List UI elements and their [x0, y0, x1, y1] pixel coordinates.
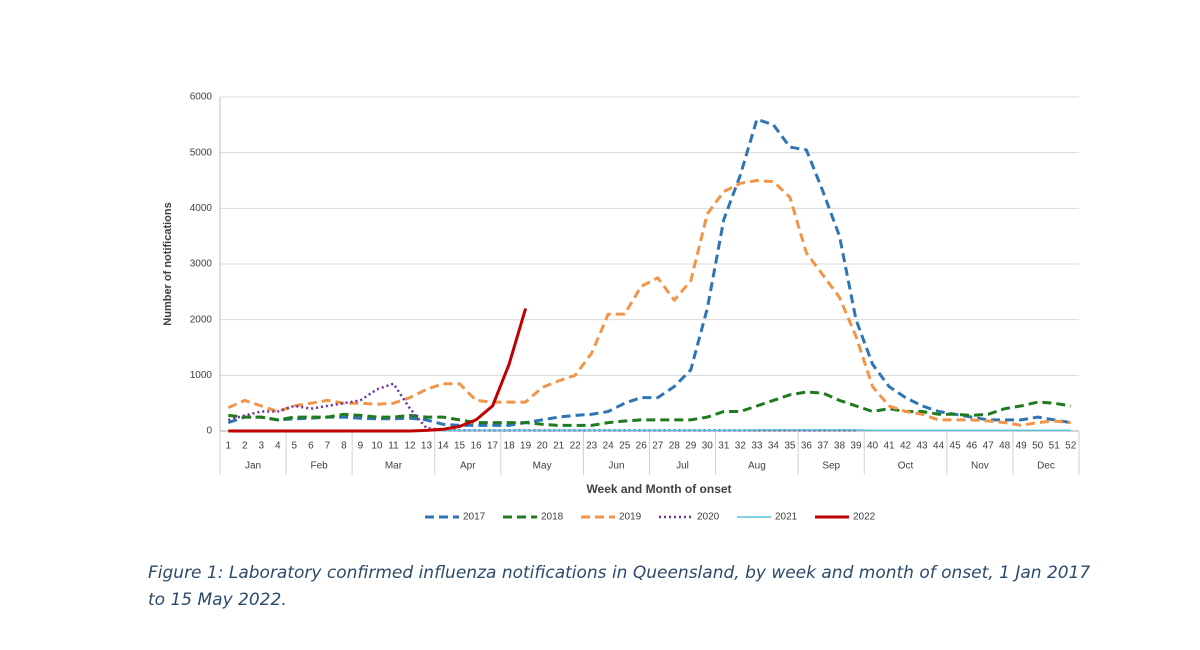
- x-tick-label: 18: [504, 441, 516, 452]
- x-tick-label: 45: [950, 441, 962, 452]
- x-tick-label: 36: [801, 441, 813, 452]
- x-tick-label: 6: [308, 441, 314, 452]
- caption-line: Figure 1: Laboratory confirmed influenza…: [148, 563, 1091, 583]
- x-tick-label: 29: [685, 441, 697, 452]
- caption-line: to 15 May 2022.: [148, 590, 287, 610]
- x-tick-label: 11: [388, 441, 399, 452]
- month-label: Apr: [460, 461, 476, 472]
- x-tick-label: 44: [933, 441, 945, 452]
- month-label: Sep: [822, 461, 840, 472]
- y-tick-label: 5000: [190, 147, 213, 158]
- x-tick-label: 35: [784, 441, 796, 452]
- x-tick-label: 3: [259, 441, 265, 452]
- x-tick-label: 39: [850, 441, 862, 452]
- legend-label: 2020: [697, 512, 720, 523]
- legend-label: 2018: [541, 512, 564, 523]
- series-line: [228, 390, 1071, 427]
- x-tick-label: 7: [325, 441, 331, 452]
- series-line: [227, 117, 1071, 427]
- x-tick-label: 17: [487, 441, 499, 452]
- x-tick-label: 49: [1016, 441, 1028, 452]
- month-label: Nov: [971, 461, 989, 472]
- x-axis-label: Week and Month of onset: [586, 482, 731, 496]
- month-label: Dec: [1037, 461, 1055, 472]
- month-label: Jul: [676, 461, 689, 472]
- x-tick-label: 43: [917, 441, 929, 452]
- legend-label: 2017: [463, 512, 486, 523]
- x-tick-label: 30: [702, 441, 714, 452]
- x-tick-label: 16: [470, 441, 482, 452]
- y-tick-label: 2000: [190, 314, 213, 325]
- legend-label: 2022: [853, 512, 876, 523]
- x-tick-label: 25: [619, 441, 631, 452]
- x-tick-label: 19: [520, 441, 532, 452]
- x-tick-label: 8: [341, 441, 347, 452]
- x-tick-label: 38: [834, 441, 846, 452]
- x-tick-label: 5: [292, 441, 298, 452]
- month-label: Feb: [310, 461, 328, 472]
- x-tick-label: 37: [817, 441, 829, 452]
- month-label: Jun: [608, 461, 624, 472]
- x-tick-label: 20: [537, 441, 549, 452]
- x-tick-label: 34: [768, 441, 780, 452]
- x-tick-label: 46: [966, 441, 978, 452]
- y-tick-label: 3000: [190, 259, 213, 270]
- y-tick-label: 4000: [190, 203, 213, 214]
- x-tick-label: 10: [371, 441, 383, 452]
- month-label: May: [533, 461, 552, 472]
- legend-label: 2019: [619, 512, 642, 523]
- x-tick-label: 28: [669, 441, 681, 452]
- x-tick-label: 21: [553, 441, 565, 452]
- x-tick-label: 12: [404, 441, 416, 452]
- y-tick-label: 0: [206, 426, 212, 437]
- month-label: Aug: [748, 461, 766, 472]
- x-tick-label: 24: [603, 441, 615, 452]
- x-tick-label: 32: [735, 441, 747, 452]
- x-tick-label: 1: [225, 441, 231, 452]
- x-tick-label: 22: [570, 441, 582, 452]
- x-tick-label: 15: [454, 441, 466, 452]
- x-tick-label: 26: [636, 441, 648, 452]
- x-tick-label: 52: [1065, 441, 1077, 452]
- x-tick-label: 23: [586, 441, 598, 452]
- x-tick-label: 4: [275, 441, 281, 452]
- x-tick-label: 33: [751, 441, 763, 452]
- x-tick-label: 41: [883, 441, 895, 452]
- x-tick-label: 47: [983, 441, 995, 452]
- series-line: [227, 179, 1071, 427]
- x-tick-label: 31: [718, 441, 730, 452]
- series-line: [228, 308, 528, 433]
- legend-label: 2021: [775, 512, 798, 523]
- y-tick-label: 1000: [190, 370, 213, 381]
- x-tick-label: 14: [437, 441, 449, 452]
- x-tick-label: 13: [421, 441, 433, 452]
- month-label: Oct: [898, 461, 914, 472]
- x-tick-label: 50: [1032, 441, 1044, 452]
- x-tick-label: 9: [358, 441, 364, 452]
- x-tick-label: 40: [867, 441, 879, 452]
- x-tick-label: 42: [900, 441, 912, 452]
- month-label: Mar: [385, 461, 403, 472]
- x-tick-label: 27: [652, 441, 664, 452]
- x-tick-label: 2: [242, 441, 248, 452]
- month-label: Jan: [245, 461, 261, 472]
- figure-caption: Figure 1: Laboratory confirmed influenza…: [148, 560, 1108, 614]
- y-tick-label: 6000: [190, 92, 213, 103]
- y-axis-label: Number of notifications: [162, 202, 174, 325]
- x-tick-label: 48: [999, 441, 1011, 452]
- x-tick-label: 51: [1049, 441, 1061, 452]
